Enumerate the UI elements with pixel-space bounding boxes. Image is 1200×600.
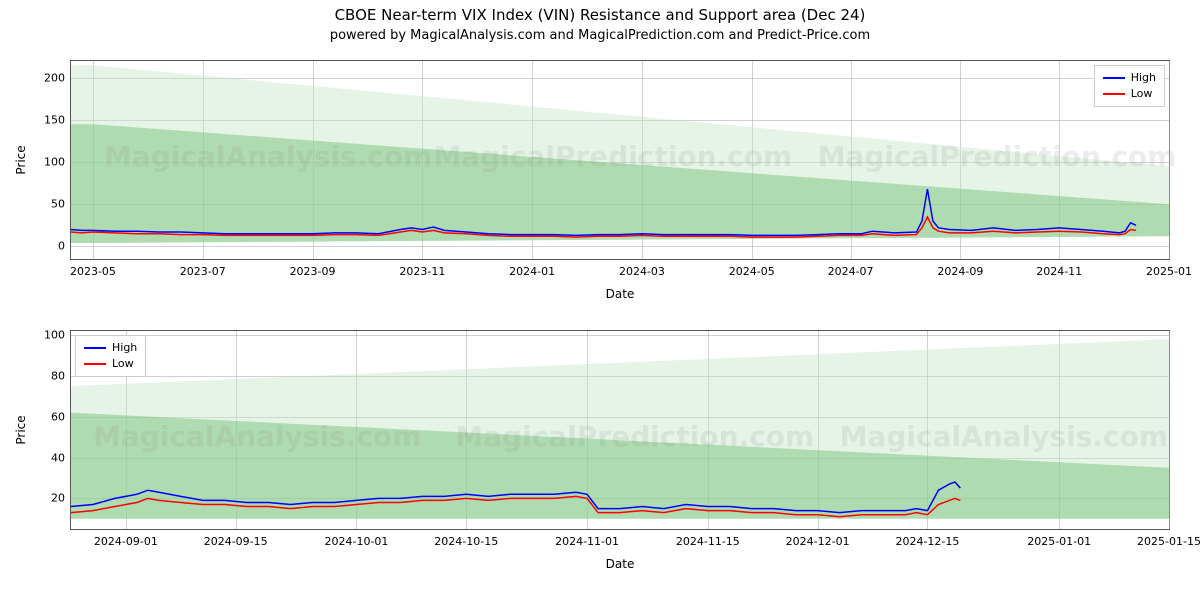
xtick-label: 2024-09-15: [204, 535, 268, 548]
xtick-label: 2023-07: [180, 265, 226, 278]
xtick-label: 2025-01-15: [1137, 535, 1200, 548]
xtick-label: 2024-12-01: [786, 535, 850, 548]
legend-label-high: High: [112, 340, 137, 356]
legend-item-high: High: [84, 340, 137, 356]
legend-item-low: Low: [84, 356, 137, 372]
xtick-label: 2025-01-01: [1027, 535, 1091, 548]
ytick-label: 40: [51, 451, 65, 464]
figure: CBOE Near-term VIX Index (VIN) Resistanc…: [0, 0, 1200, 600]
legend-swatch-low: [84, 363, 106, 365]
xtick-label: 2024-11: [1036, 265, 1082, 278]
line-plot: [71, 331, 1169, 529]
series-high: [71, 189, 1136, 235]
legend-label-high: High: [1131, 70, 1156, 86]
xtick-label: 2024-07: [828, 265, 874, 278]
xtick-label: 2023-09: [290, 265, 336, 278]
ytick-label: 0: [58, 240, 65, 253]
line-plot: [71, 61, 1169, 259]
xtick-label: 2024-10-15: [434, 535, 498, 548]
legend: High Low: [75, 335, 146, 377]
legend-swatch-high: [1103, 77, 1125, 79]
xtick-label: 2024-09: [937, 265, 983, 278]
chart-subtitle: powered by MagicalAnalysis.com and Magic…: [0, 24, 1200, 47]
xtick-label: 2024-12-15: [895, 535, 959, 548]
legend: High Low: [1094, 65, 1165, 107]
xtick-label: 2024-05: [729, 265, 775, 278]
x-axis-label: Date: [606, 557, 635, 571]
y-axis-label: Price: [14, 415, 28, 444]
legend-label-low: Low: [112, 356, 134, 372]
series-high: [71, 482, 960, 513]
legend-label-low: Low: [1131, 86, 1153, 102]
chart-panel-top: Price Date High Low 0501001502002023-052…: [70, 60, 1170, 260]
legend-swatch-low: [1103, 93, 1125, 95]
xtick-label: 2024-11-15: [676, 535, 740, 548]
series-low: [71, 496, 960, 516]
chart-title: CBOE Near-term VIX Index (VIN) Resistanc…: [0, 0, 1200, 24]
xtick-label: 2025-01: [1146, 265, 1192, 278]
chart-panel-bottom: Price Date High Low 204060801002024-09-0…: [70, 330, 1170, 530]
gridline-v: [1169, 61, 1170, 259]
ytick-label: 100: [44, 329, 65, 342]
xtick-label: 2023-11: [399, 265, 445, 278]
legend-swatch-high: [84, 347, 106, 349]
ytick-label: 200: [44, 71, 65, 84]
legend-item-low: Low: [1103, 86, 1156, 102]
xtick-label: 2024-10-01: [325, 535, 389, 548]
xtick-label: 2024-09-01: [94, 535, 158, 548]
x-axis-label: Date: [606, 287, 635, 301]
xtick-label: 2023-05: [70, 265, 116, 278]
ytick-label: 20: [51, 492, 65, 505]
ytick-label: 80: [51, 369, 65, 382]
legend-item-high: High: [1103, 70, 1156, 86]
ytick-label: 50: [51, 198, 65, 211]
y-axis-label: Price: [14, 145, 28, 174]
xtick-label: 2024-01: [509, 265, 555, 278]
gridline-v: [1169, 331, 1170, 529]
ytick-label: 100: [44, 156, 65, 169]
ytick-label: 60: [51, 410, 65, 423]
ytick-label: 150: [44, 113, 65, 126]
xtick-label: 2024-03: [619, 265, 665, 278]
xtick-label: 2024-11-01: [555, 535, 619, 548]
